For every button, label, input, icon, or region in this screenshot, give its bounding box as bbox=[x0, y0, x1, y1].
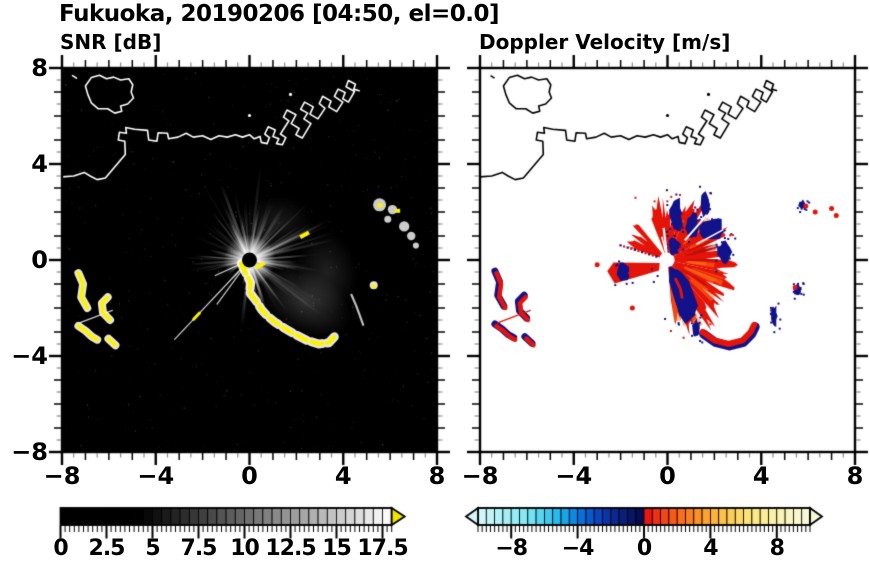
doppler-panel-title: Doppler Velocity [m/s] bbox=[479, 30, 731, 54]
figure-title: Fukuoka, 20190206 [04:50, el=0.0] bbox=[59, 1, 500, 27]
snr-panel-title: SNR [dB] bbox=[60, 30, 162, 54]
